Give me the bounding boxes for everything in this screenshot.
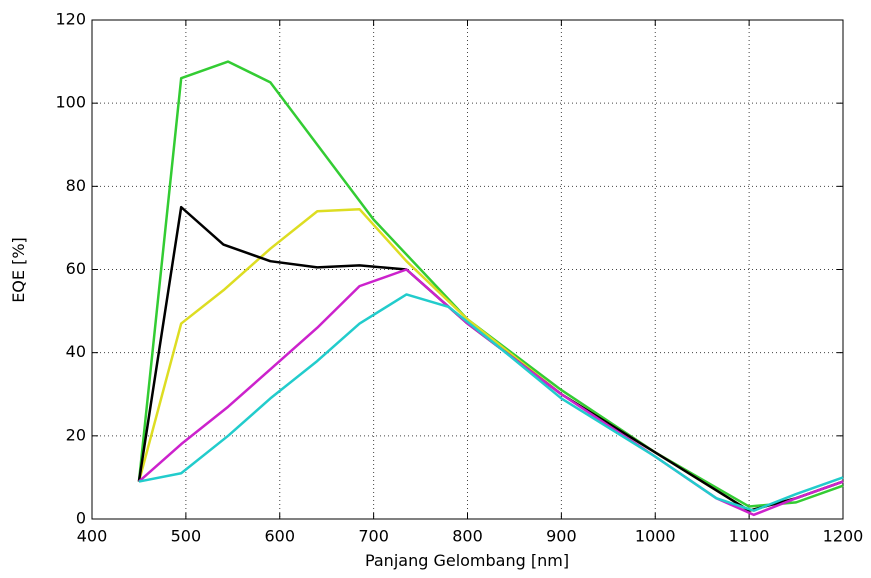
x-tick-label: 700 <box>358 527 389 546</box>
x-axis-label: Panjang Gelombang [nm] <box>365 551 569 570</box>
x-tick-label: 1000 <box>635 527 676 546</box>
y-tick-label: 80 <box>66 176 86 195</box>
x-tick-label: 1100 <box>729 527 770 546</box>
y-tick-label: 100 <box>55 93 86 112</box>
y-tick-label: 40 <box>66 342 86 361</box>
plot-area <box>92 20 843 519</box>
y-tick-label: 0 <box>76 509 86 528</box>
x-tick-label: 600 <box>264 527 295 546</box>
y-tick-label: 20 <box>66 425 86 444</box>
x-tick-label: 400 <box>77 527 108 546</box>
x-tick-label: 1200 <box>823 527 864 546</box>
x-tick-label: 800 <box>452 527 483 546</box>
x-tick-label: 900 <box>546 527 577 546</box>
plot-frame <box>91 19 844 520</box>
y-tick-label: 60 <box>66 259 86 278</box>
data-line <box>138 293 844 512</box>
x-tick-label: 500 <box>171 527 202 546</box>
data-line <box>138 268 844 517</box>
y-axis-label: EQE [%] <box>9 237 28 303</box>
y-tick-label: 120 <box>55 10 86 29</box>
